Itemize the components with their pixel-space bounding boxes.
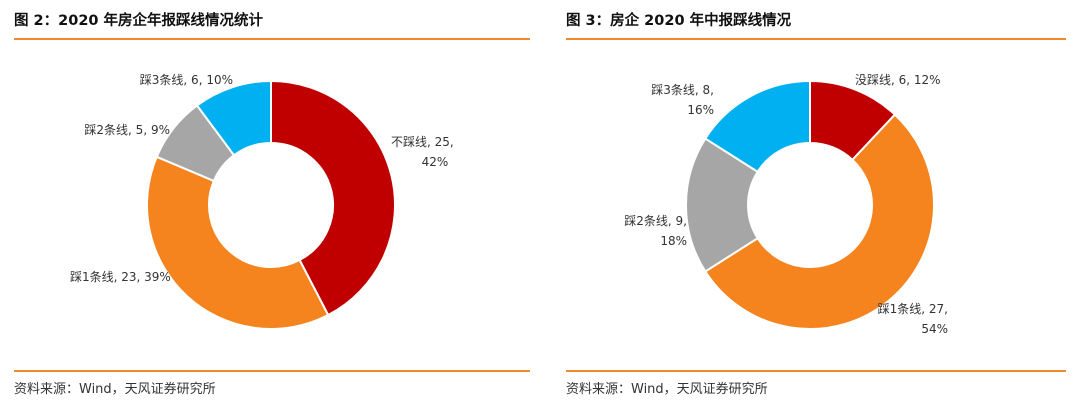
donut-slice-2	[146, 155, 330, 330]
slice-data-label: 没踩线, 6, 12%	[855, 72, 941, 87]
slice-data-label: 踩3条线, 8, 16%	[651, 83, 714, 117]
slice-data-label-line: 踩3条线, 8,	[651, 83, 714, 97]
slice-data-label-line: 踩1条线, 23, 39%	[70, 270, 171, 284]
slice-data-label: 踩2条线, 9, 18%	[624, 214, 687, 248]
slice-data-label: 踩1条线, 27, 54%	[878, 302, 948, 336]
slice-data-label-line: 踩3条线, 6, 10%	[140, 73, 233, 87]
donut-slice-4	[195, 79, 272, 157]
figure-title: 图 2：2020 年房企年报踩线情况统计	[14, 13, 264, 29]
slice-data-label-line: 踩2条线, 5, 9%	[84, 123, 170, 137]
source-note: 资料来源：Wind，天风证券研究所	[566, 382, 768, 397]
chart-panel-right: 图 3：房企 2020 年中报踩线情况 没踩线, 6, 12% 踩1条线, 27,…	[552, 0, 1080, 407]
slice-data-label-line: 踩2条线, 9,	[624, 214, 687, 228]
slice-data-label-line: 42%	[422, 155, 449, 169]
title-rule	[566, 38, 1066, 40]
slice-data-label-line: 16%	[687, 103, 714, 117]
source-note: 资料来源：Wind，天风证券研究所	[14, 382, 216, 397]
title-rule	[14, 38, 530, 40]
source-rule	[566, 370, 1066, 372]
slice-data-label-line: 没踩线, 6, 12%	[855, 72, 941, 87]
donut-slice-1	[270, 79, 396, 317]
slice-data-label: 踩3条线, 6, 10%	[140, 73, 233, 87]
slice-data-label-line: 踩1条线, 27,	[878, 302, 948, 316]
chart-panel-left: 图 2：2020 年房企年报踩线情况统计 不踩线, 25, 42% 踩1条线, 23…	[0, 0, 530, 407]
figure-title: 图 3：房企 2020 年中报踩线情况	[566, 13, 792, 29]
source-rule	[14, 370, 530, 372]
slice-data-label: 不踩线, 25, 42%	[391, 135, 454, 169]
slice-data-label: 踩2条线, 5, 9%	[84, 123, 170, 137]
donut-chart-right: 没踩线, 6, 12% 踩1条线, 27, 54% 踩2条线, 9, 18% 踩3条线, …	[624, 72, 948, 336]
slice-data-label-line: 54%	[921, 322, 948, 336]
donut-chart-left: 不踩线, 25, 42% 踩1条线, 23, 39% 踩2条线, 5, 9% 踩3条线,…	[70, 73, 454, 330]
slice-data-label: 踩1条线, 23, 39%	[70, 270, 171, 284]
donut-slice-4	[703, 79, 811, 174]
slice-data-label-line: 不踩线, 25,	[391, 135, 454, 149]
donut-slice-3	[685, 137, 760, 273]
slice-data-label-line: 18%	[660, 234, 687, 248]
donut-slice-2	[703, 113, 935, 330]
